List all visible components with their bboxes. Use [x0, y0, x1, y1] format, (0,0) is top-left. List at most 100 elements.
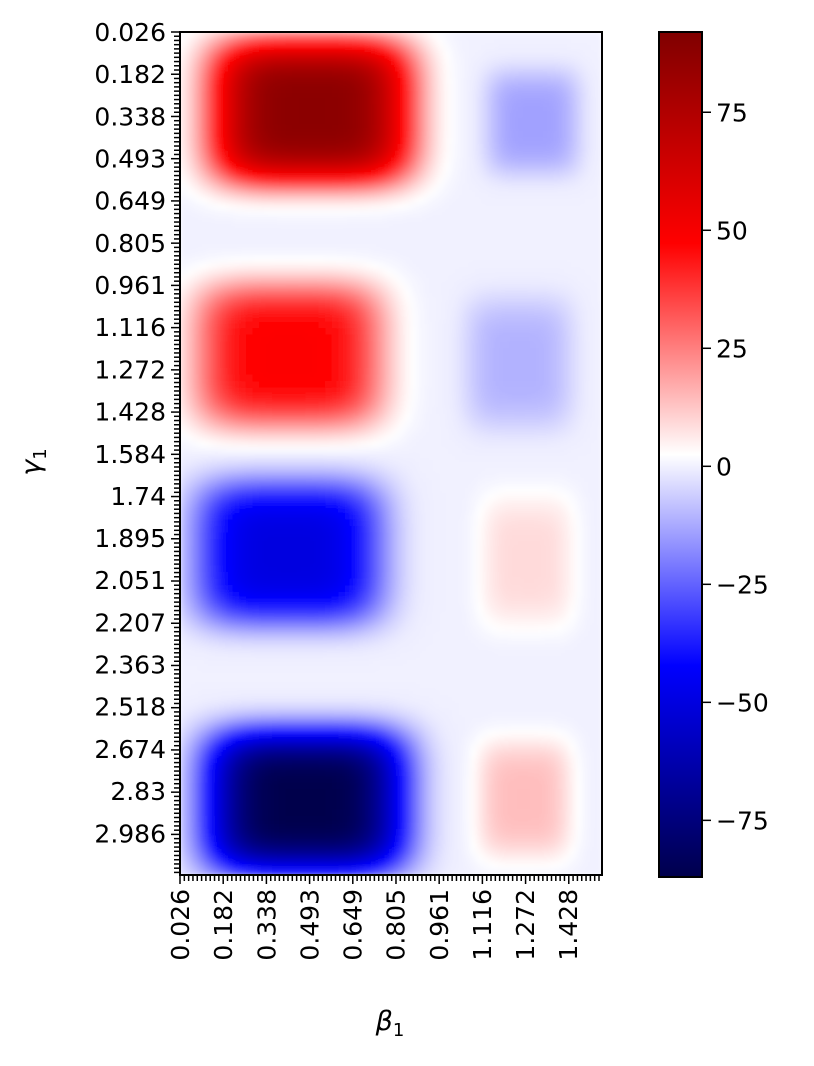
heatmap-cell	[187, 32, 194, 39]
heatmap-cell	[437, 45, 444, 52]
heatmap-cell	[582, 434, 589, 441]
heatmap-cell	[325, 295, 332, 302]
heatmap-cell	[391, 32, 398, 39]
heatmap-cell	[325, 513, 332, 520]
heatmap-cell	[193, 170, 200, 177]
heatmap-cell	[180, 58, 187, 65]
heatmap-cell	[411, 342, 418, 349]
heatmap-cell	[305, 434, 312, 441]
heatmap-cell	[266, 236, 273, 243]
heatmap-cell	[266, 374, 273, 381]
heatmap-cell	[398, 493, 405, 500]
heatmap-cell	[239, 473, 246, 480]
heatmap-cell	[286, 355, 293, 362]
heatmap-cell	[503, 427, 510, 434]
heatmap-cell	[516, 309, 523, 316]
heatmap-cell	[279, 203, 286, 210]
heatmap-cell	[424, 124, 431, 131]
heatmap-cell	[200, 500, 207, 507]
heatmap-cell	[266, 388, 273, 395]
heatmap-cell	[589, 85, 596, 92]
heatmap-cell	[450, 32, 457, 39]
heatmap-cell	[404, 52, 411, 59]
heatmap-cell	[193, 295, 200, 302]
heatmap-cell	[358, 519, 365, 526]
heatmap-cell	[345, 539, 352, 546]
heatmap-cell	[549, 151, 556, 158]
heatmap-cell	[582, 473, 589, 480]
heatmap-cell	[444, 157, 451, 164]
heatmap-cell	[529, 519, 536, 526]
heatmap-cell	[200, 183, 207, 190]
heatmap-cell	[510, 78, 517, 85]
heatmap-cell	[543, 157, 550, 164]
heatmap-cell	[200, 190, 207, 197]
heatmap-cell	[398, 104, 405, 111]
heatmap-cell	[384, 368, 391, 375]
heatmap-cell	[384, 460, 391, 467]
heatmap-cell	[529, 467, 536, 474]
heatmap-cell	[477, 45, 484, 52]
heatmap-cell	[398, 256, 405, 263]
heatmap-cell	[180, 197, 187, 204]
heatmap-cell	[477, 282, 484, 289]
heatmap-cell	[299, 203, 306, 210]
heatmap-cell	[206, 355, 213, 362]
heatmap-cell	[503, 506, 510, 513]
heatmap-cell	[569, 480, 576, 487]
heatmap-cell	[365, 131, 372, 138]
heatmap-cell	[325, 407, 332, 414]
heatmap-cell	[213, 58, 220, 65]
heatmap-cell	[556, 197, 563, 204]
heatmap-cell	[543, 276, 550, 283]
heatmap-cell	[516, 236, 523, 243]
heatmap-cell	[431, 157, 438, 164]
heatmap-cell	[391, 144, 398, 151]
heatmap-cell	[371, 151, 378, 158]
heatmap-cell	[253, 348, 260, 355]
heatmap-cell	[325, 197, 332, 204]
heatmap-cell	[246, 348, 253, 355]
heatmap-cell	[266, 506, 273, 513]
heatmap-cell	[562, 197, 569, 204]
heatmap-cell	[206, 460, 213, 467]
heatmap-cell	[226, 394, 233, 401]
heatmap-cell	[305, 401, 312, 408]
heatmap-cell	[272, 447, 279, 454]
heatmap-cell	[437, 282, 444, 289]
heatmap-cell	[312, 45, 319, 52]
heatmap-cell	[325, 434, 332, 441]
heatmap-cell	[391, 197, 398, 204]
heatmap-cell	[497, 263, 504, 270]
heatmap-cell	[543, 355, 550, 362]
heatmap-cell	[536, 249, 543, 256]
heatmap-cell	[226, 348, 233, 355]
heatmap-cell	[536, 104, 543, 111]
heatmap-cell	[266, 263, 273, 270]
heatmap-cell	[266, 111, 273, 118]
heatmap-cell	[371, 289, 378, 296]
heatmap-cell	[529, 447, 536, 454]
heatmap-cell	[543, 348, 550, 355]
heatmap-cell	[391, 539, 398, 546]
heatmap-cell	[325, 486, 332, 493]
heatmap-cell	[391, 361, 398, 368]
heatmap-cell	[589, 460, 596, 467]
heatmap-cell	[437, 190, 444, 197]
heatmap-cell	[529, 421, 536, 428]
heatmap-cell	[483, 230, 490, 237]
heatmap-cell	[358, 342, 365, 349]
heatmap-cell	[187, 39, 194, 46]
heatmap-cell	[286, 52, 293, 59]
heatmap-cell	[371, 39, 378, 46]
heatmap-cell	[411, 506, 418, 513]
heatmap-cell	[411, 72, 418, 79]
heatmap-cell	[536, 539, 543, 546]
heatmap-cell	[187, 131, 194, 138]
heatmap-cell	[457, 460, 464, 467]
heatmap-cell	[431, 315, 438, 322]
heatmap-cell	[576, 170, 583, 177]
heatmap-cell	[233, 335, 240, 342]
heatmap-cell	[417, 98, 424, 105]
heatmap-cell	[569, 131, 576, 138]
